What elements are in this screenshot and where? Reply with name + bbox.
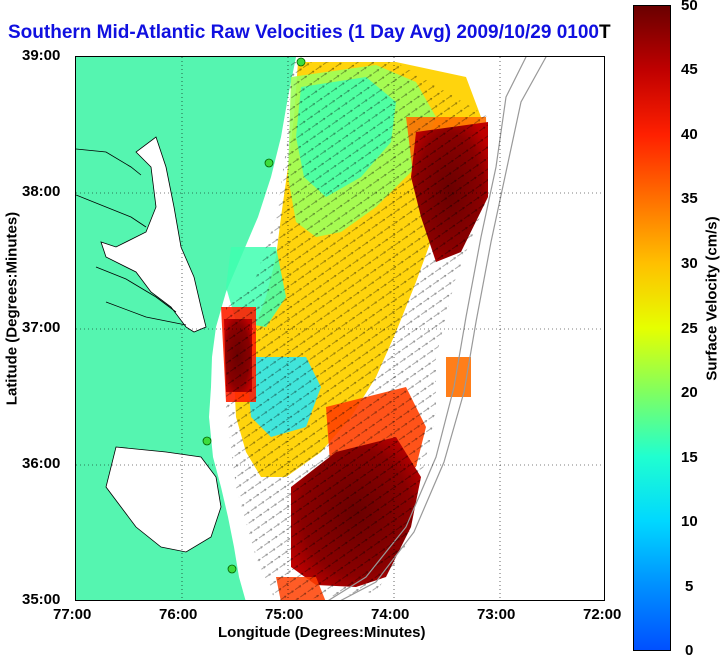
colorbar-tick: 10 xyxy=(681,513,698,530)
station-marker xyxy=(227,564,237,574)
map-title-main: Southern Mid-Atlantic Raw Velocities (1 … xyxy=(8,22,599,43)
map-title-tail: T xyxy=(598,22,611,43)
ytick-label: 36:00 xyxy=(22,455,61,472)
velocity-map[interactable] xyxy=(75,56,605,601)
map-title: Southern Mid-Atlantic Raw Velocities (1 … xyxy=(8,22,611,44)
xtick-label: 77:00 xyxy=(53,606,92,623)
bay-water xyxy=(100,136,207,333)
ytick-label: 35:00 xyxy=(22,591,61,608)
shelf-contour-2 xyxy=(340,57,547,600)
colorbar-tick: 45 xyxy=(681,61,698,78)
xtick-label: 72:00 xyxy=(583,606,622,623)
ytick-label: 37:00 xyxy=(22,319,61,336)
river-1 xyxy=(76,148,142,176)
colorbar-tick: 5 xyxy=(685,578,694,595)
colorbar-tick: 50 xyxy=(681,0,698,14)
y-axis-label: Latitude (Degrees:Minutes) xyxy=(3,211,21,406)
grid-lines xyxy=(76,57,604,600)
xtick-label: 76:00 xyxy=(159,606,198,623)
radar-stations xyxy=(202,57,306,574)
colorbar-tick: 0 xyxy=(685,642,694,659)
colorbar-label: Surface Velocity (cm/s) xyxy=(703,216,721,381)
ytick-label: 39:00 xyxy=(22,47,61,64)
ytick-label: 38:00 xyxy=(22,183,61,200)
station-marker xyxy=(202,436,212,446)
colorbar-tick: 25 xyxy=(681,320,698,337)
colorbar xyxy=(633,5,671,651)
xtick-label: 75:00 xyxy=(265,606,304,623)
colorbar-tick: 40 xyxy=(681,126,698,143)
colorbar-tick: 15 xyxy=(681,449,698,466)
colorbar-tick: 35 xyxy=(681,190,698,207)
colorbar-tick: 30 xyxy=(681,255,698,272)
x-axis-label: Longitude (Degrees:Minutes) xyxy=(218,624,426,641)
colorbar-tick: 20 xyxy=(681,384,698,401)
shelf-contour-1 xyxy=(328,57,527,600)
sound-water xyxy=(105,446,222,553)
station-marker xyxy=(264,158,274,168)
station-marker xyxy=(296,57,306,67)
xtick-label: 74:00 xyxy=(371,606,410,623)
river-4 xyxy=(105,301,187,326)
river-3 xyxy=(95,266,177,313)
river-2 xyxy=(76,194,147,228)
map-canvas xyxy=(76,57,604,600)
xtick-label: 73:00 xyxy=(477,606,516,623)
